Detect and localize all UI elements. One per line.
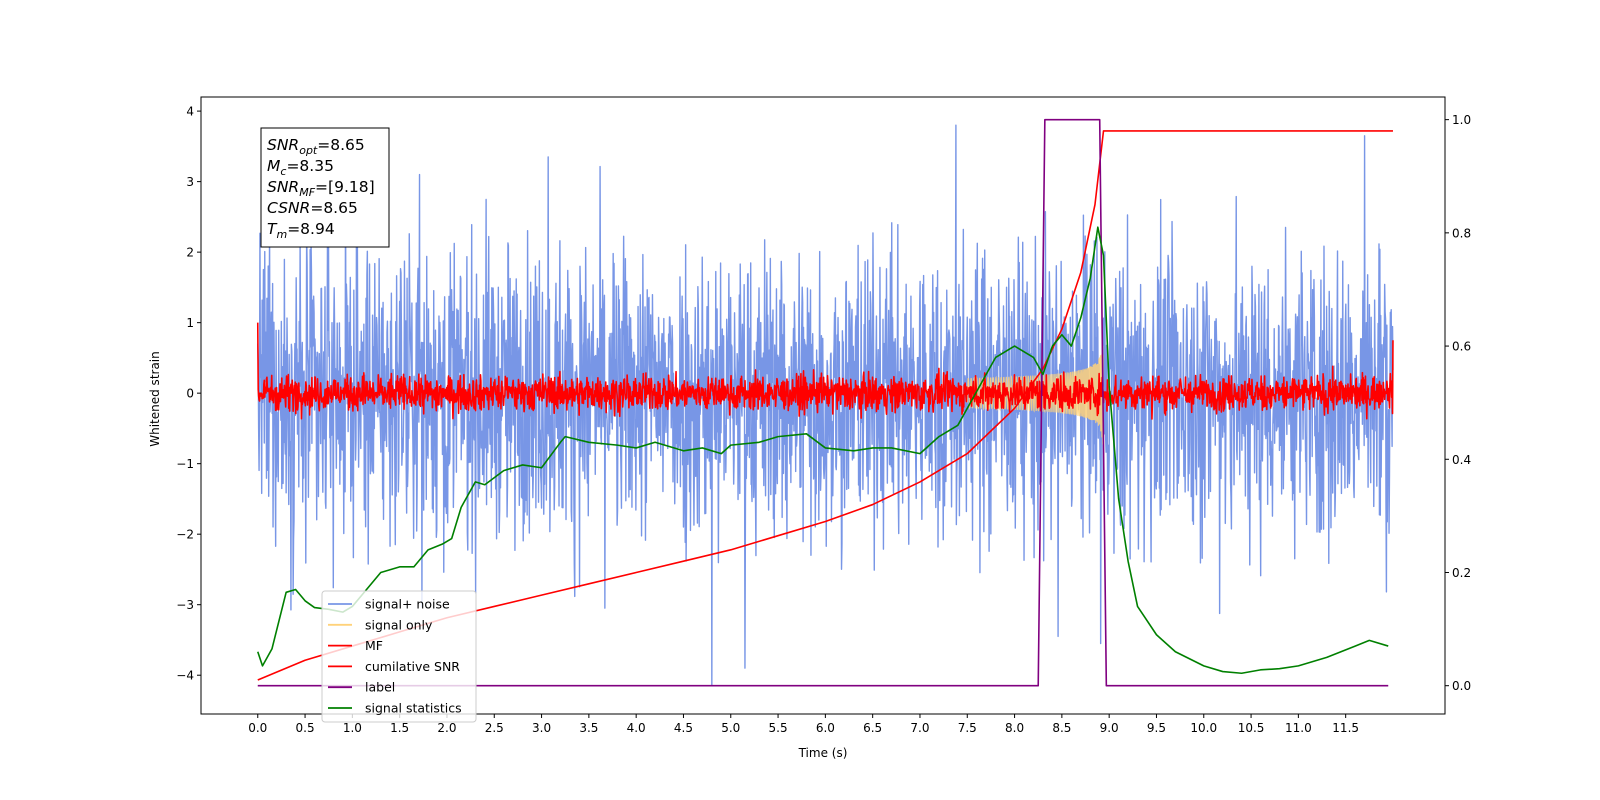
x-tick-label: 1.5 <box>390 721 409 735</box>
annotation-value: =8.94 <box>287 220 335 238</box>
annotation-symbol: SNR <box>267 136 299 154</box>
x-tick-label: 5.0 <box>721 721 740 735</box>
legend-label: cumilative SNR <box>365 659 460 674</box>
x-tick-label: 9.0 <box>1100 721 1119 735</box>
annotation-symbol: M <box>267 157 280 175</box>
x-tick-label: 4.0 <box>627 721 646 735</box>
annotation-subscript: MF <box>299 186 315 199</box>
y2-tick-label: 0.0 <box>1452 679 1471 693</box>
x-tick-label: 1.0 <box>343 721 362 735</box>
y2-tick-label: 0.6 <box>1452 340 1471 354</box>
series-label-line <box>257 118 1389 687</box>
x-tick-label: 8.5 <box>1052 721 1071 735</box>
plot-border <box>200 96 1446 715</box>
x-tick-label: 0.0 <box>248 721 267 735</box>
x-tick-label: 6.0 <box>816 721 835 735</box>
annotation-box: SNRopt=8.65Mc=8.35SNRMF=[9.18]CSNR=8.65T… <box>260 127 390 248</box>
x-tick-label: 6.5 <box>863 721 882 735</box>
y2-tick-label: 0.2 <box>1452 566 1471 580</box>
x-tick-label: 2.0 <box>437 721 456 735</box>
x-tick-label: 5.5 <box>769 721 788 735</box>
series-signal-statistics-line <box>257 226 1389 675</box>
y-tick-label: −4 <box>176 669 194 683</box>
annotation-value: =[9.18] <box>315 178 375 196</box>
annotation-line: CSNR=8.65 <box>267 199 358 217</box>
annotation-value: =8.65 <box>310 199 358 217</box>
series-mf-line <box>256 322 1394 420</box>
legend-label: signal statistics <box>365 701 462 716</box>
x-axis: 0.0 0.5 1.0 1.5 2.0 2.5 3.0 3.5 4.0 4.5 5.0 5.5 6.0 6… <box>248 714 1359 735</box>
y-tick-label: −3 <box>176 598 194 612</box>
annotation-subscript: opt <box>299 144 318 157</box>
x-tick-label: 2.5 <box>485 721 504 735</box>
annotation-frame <box>260 127 390 248</box>
y-tick-label: 4 <box>186 105 194 119</box>
annotation-line: Tm=8.94 <box>267 220 335 241</box>
x-tick-label: 10.0 <box>1190 721 1217 735</box>
x-tick-label: 7.0 <box>910 721 929 735</box>
annotation-subscript: c <box>280 165 286 178</box>
x-axis-label: Time (s) <box>798 746 848 760</box>
annotation-symbol: CSNR <box>267 199 310 217</box>
y-axis-label: Whitened strain <box>148 351 162 447</box>
annotation-line: SNRMF=[9.18] <box>267 178 375 199</box>
x-tick-label: 8.0 <box>1005 721 1024 735</box>
annotation-value: =8.65 <box>317 136 365 154</box>
y2-tick-label: 0.4 <box>1452 453 1471 467</box>
legend-label: MF <box>365 638 383 653</box>
y-tick-label: −1 <box>176 457 194 471</box>
y-tick-label: 0 <box>186 387 194 401</box>
x-tick-label: 7.5 <box>958 721 977 735</box>
legend: signal+ noise signal only MF cumilative SNR… <box>321 590 477 723</box>
x-tick-label: 3.5 <box>579 721 598 735</box>
annotation-symbol: T <box>267 220 278 238</box>
legend-frame <box>321 590 477 723</box>
y-tick-label: 3 <box>186 175 194 189</box>
y2-tick-label: 0.8 <box>1452 226 1471 240</box>
x-tick-label: 10.5 <box>1238 721 1265 735</box>
y-axis-left: 4 3 2 1 0 −1 −2 −3 −4 <box>176 105 201 683</box>
legend-label: signal+ noise <box>365 597 450 612</box>
y-axis-right: 1.0 0.8 0.6 0.4 0.2 0.0 <box>1445 113 1471 693</box>
y2-tick-label: 1.0 <box>1452 113 1471 127</box>
x-tick-label: 4.5 <box>674 721 693 735</box>
x-tick-label: 0.5 <box>296 721 315 735</box>
annotation-symbol: SNR <box>267 178 299 196</box>
annotation-subscript: m <box>276 228 287 241</box>
legend-label: signal only <box>365 617 433 632</box>
axes-frame <box>200 96 1446 715</box>
legend-label: label <box>365 680 395 695</box>
y-tick-label: −2 <box>176 528 194 542</box>
y-tick-label: 2 <box>186 246 194 260</box>
annotation-value: =8.35 <box>286 157 334 175</box>
x-tick-label: 3.0 <box>532 721 551 735</box>
annotation-line: SNRopt=8.65 <box>267 136 365 157</box>
x-tick-label: 11.5 <box>1332 721 1359 735</box>
annotation-line: Mc=8.35 <box>267 157 334 178</box>
x-tick-label: 9.5 <box>1147 721 1166 735</box>
y-tick-label: 1 <box>186 316 194 330</box>
x-tick-label: 11.0 <box>1285 721 1312 735</box>
